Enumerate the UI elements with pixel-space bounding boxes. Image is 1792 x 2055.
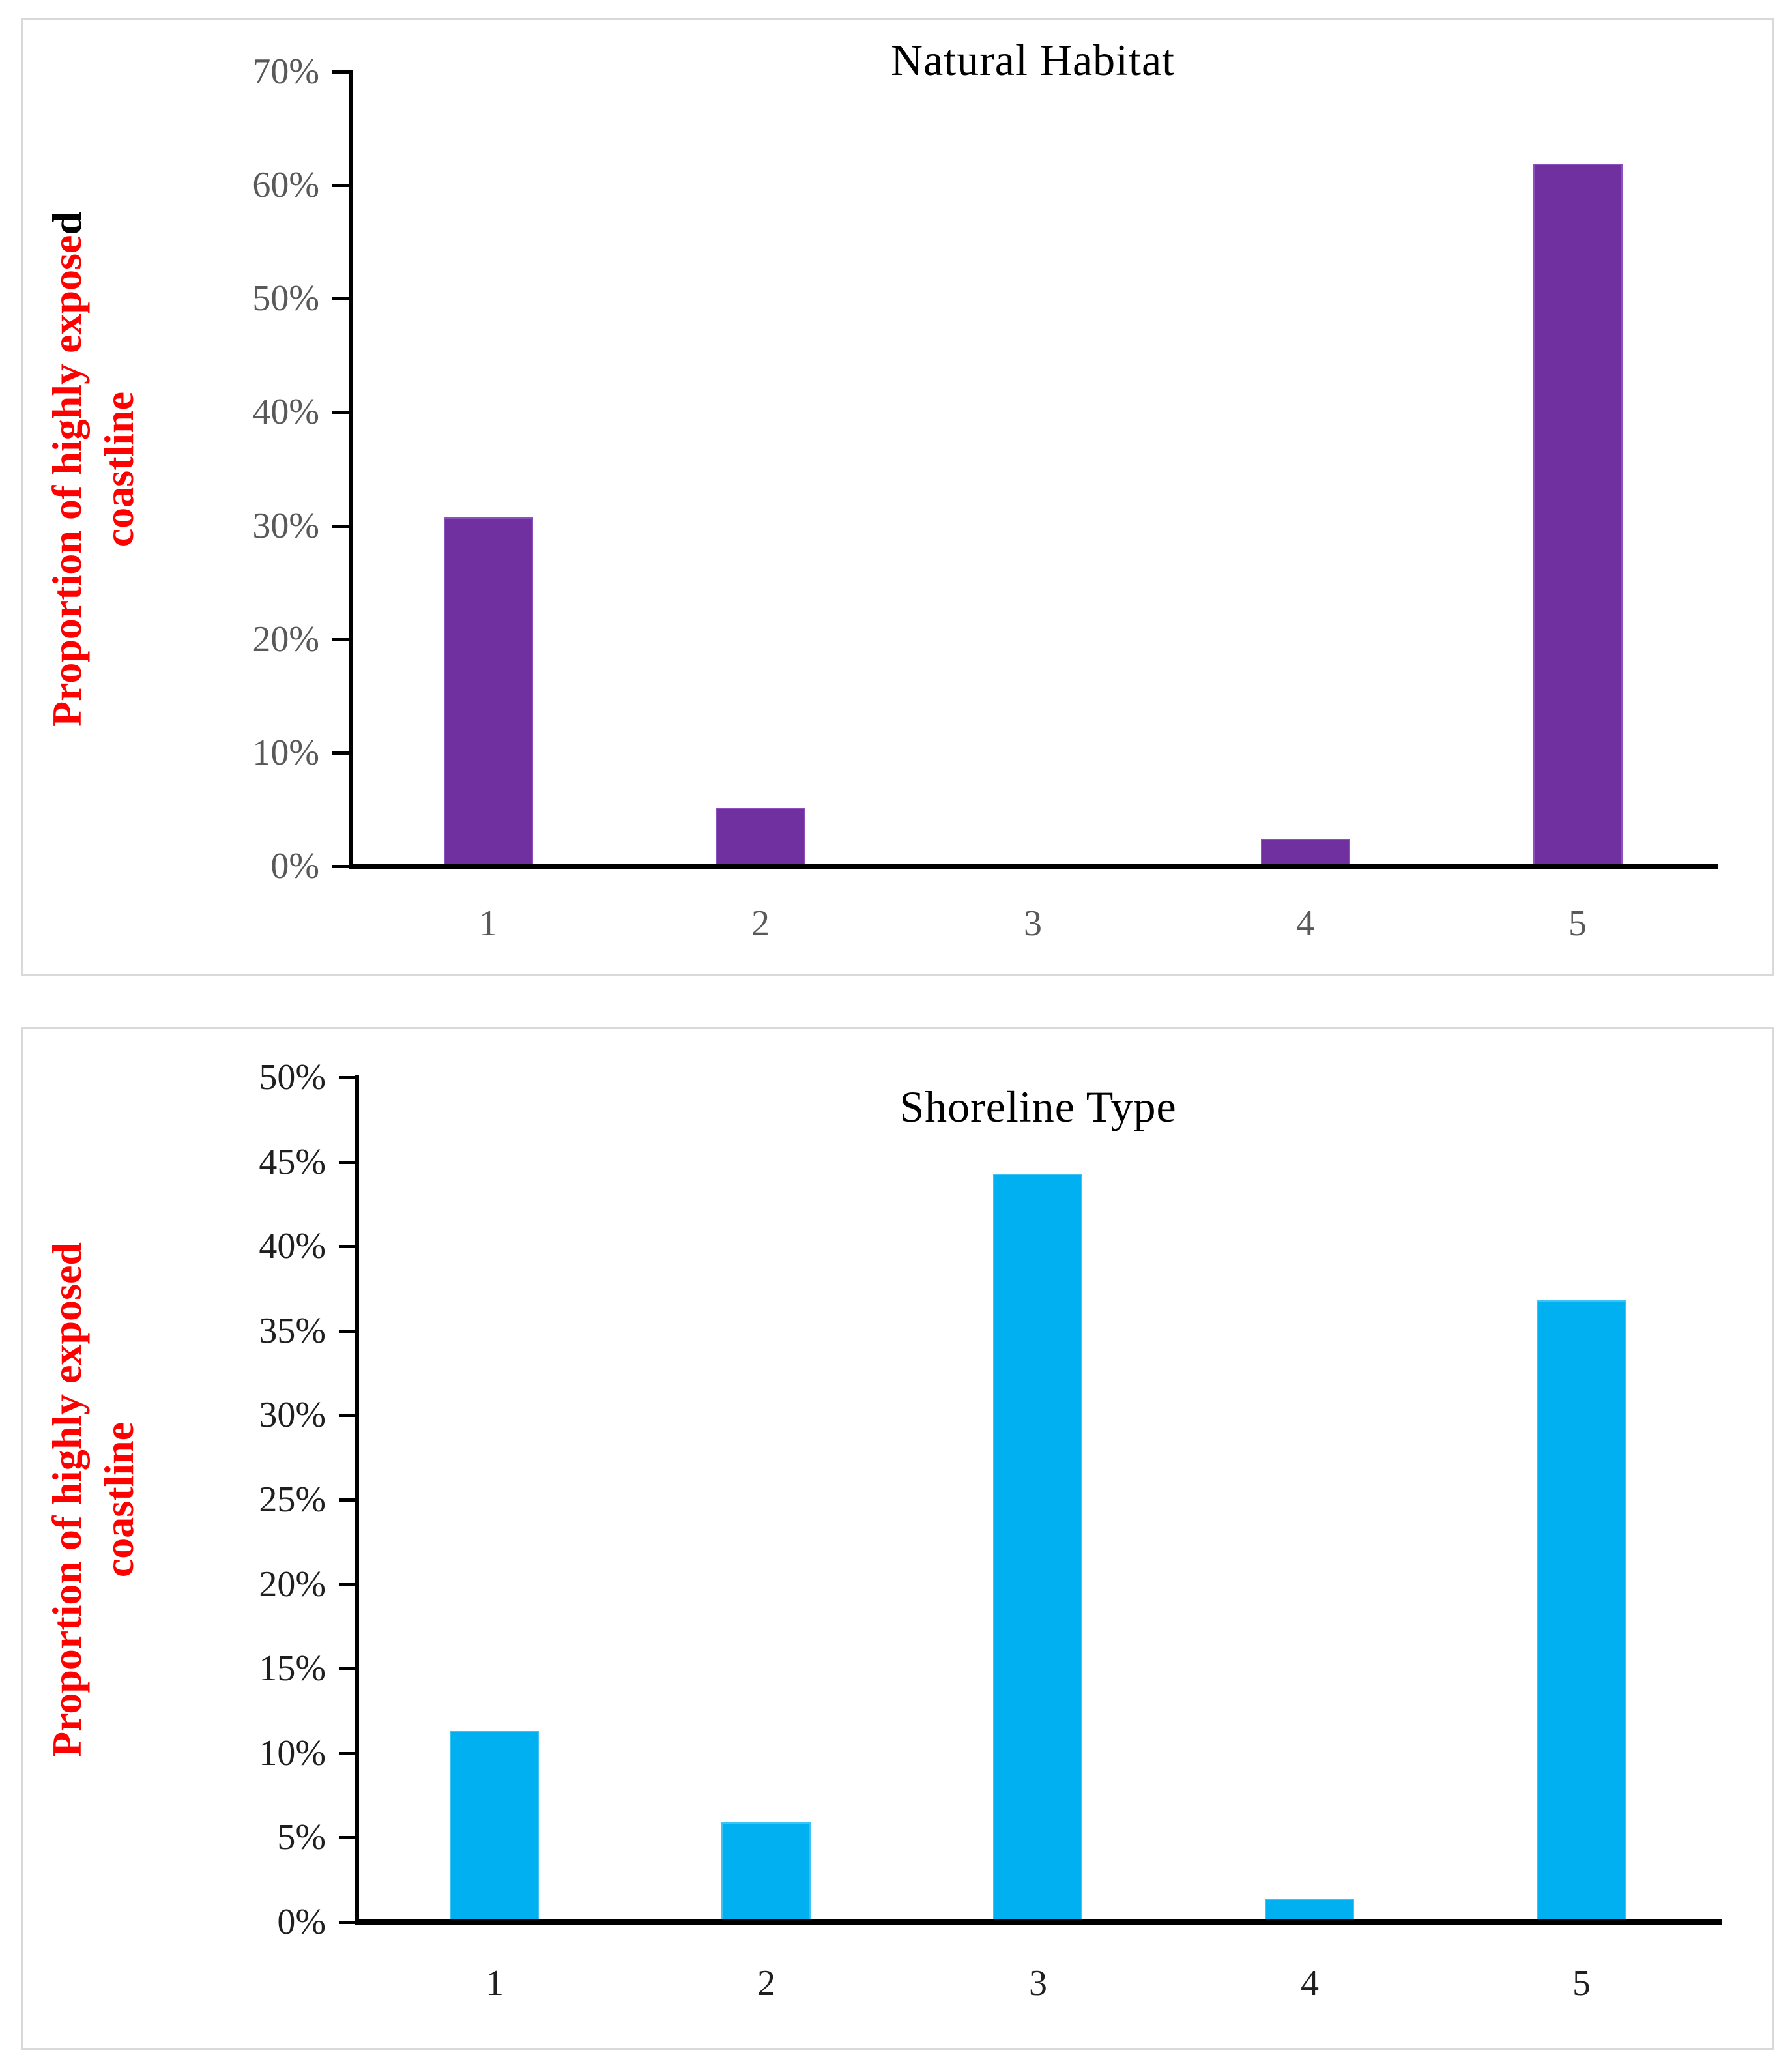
y-tick-label: 0% — [277, 1902, 326, 1942]
bar-category-1 — [450, 1731, 539, 1922]
y-tick-label: 45% — [259, 1141, 326, 1182]
y-tick-mark — [332, 524, 352, 528]
bar-category-2 — [716, 808, 805, 866]
x-tick-label: 3 — [1029, 1963, 1047, 2004]
y-axis-label-line2: coastline — [96, 391, 142, 547]
bar-category-2 — [721, 1822, 811, 1922]
y-tick-label: 25% — [259, 1479, 326, 1520]
y-tick-mark — [339, 1582, 358, 1586]
y-tick-mark — [339, 1836, 358, 1840]
bar-category-5 — [1537, 1300, 1626, 1922]
y-tick-label: 30% — [252, 505, 319, 546]
y-axis-label-line1: Proportion of highly exposed — [41, 1096, 93, 1904]
y-tick-label: 10% — [259, 1732, 326, 1773]
y-tick-mark — [339, 1160, 358, 1164]
y-tick-label: 30% — [259, 1395, 326, 1436]
y-tick-mark — [332, 865, 352, 868]
y-tick-mark — [339, 1245, 358, 1249]
bar-category-4 — [1265, 1899, 1354, 1922]
y-tick-label: 0% — [270, 846, 319, 886]
y-axis-line — [349, 70, 353, 866]
chart-title: Natural Habitat — [890, 35, 1176, 85]
y-tick-mark — [339, 1498, 358, 1502]
x-tick-label: 2 — [757, 1963, 775, 2004]
y-axis-label-red-part: Proportion of highly expose — [44, 235, 90, 727]
y-axis-line — [355, 1075, 359, 1922]
bar-category-3 — [993, 1174, 1082, 1922]
x-axis-line — [355, 1919, 1722, 1925]
y-tick-label: 10% — [252, 732, 319, 773]
chart-title: Shoreline Type — [899, 1082, 1177, 1131]
y-tick-mark — [332, 411, 352, 415]
y-tick-label: 50% — [259, 1057, 326, 1098]
y-tick-mark — [339, 1329, 358, 1333]
bar-category-4 — [1261, 839, 1350, 866]
y-tick-mark — [339, 1414, 358, 1418]
y-tick-mark — [332, 184, 352, 188]
y-axis-label-red-part: Proportion of highly exposed — [44, 1242, 90, 1757]
x-tick-label: 4 — [1296, 903, 1314, 944]
y-tick-label: 40% — [252, 392, 319, 433]
y-tick-mark — [339, 1667, 358, 1671]
y-axis-label: Proportion of highly exposed coastline — [41, 65, 145, 873]
x-tick-label: 5 — [1568, 903, 1587, 944]
bar-category-5 — [1533, 164, 1623, 866]
chart-panel-natural-habitat: Natural Habitat Proportion of highly exp… — [21, 18, 1774, 976]
x-tick-label: 5 — [1572, 1963, 1591, 2004]
y-tick-mark — [339, 1076, 358, 1079]
y-tick-label: 40% — [259, 1226, 326, 1267]
y-tick-label: 70% — [252, 51, 319, 92]
y-tick-label: 50% — [252, 278, 319, 319]
x-axis-line — [349, 864, 1718, 869]
y-axis-label-line1: Proportion of highly exposed — [41, 65, 93, 873]
y-tick-label: 20% — [252, 619, 319, 660]
bar-category-1 — [444, 517, 533, 866]
y-tick-mark — [332, 70, 352, 74]
y-tick-label: 60% — [252, 165, 319, 206]
x-tick-label: 2 — [751, 903, 770, 944]
y-tick-label: 5% — [277, 1817, 326, 1858]
y-tick-mark — [339, 1921, 358, 1924]
y-axis-label: Proportion of highly exposed coastline — [41, 1096, 145, 1904]
x-tick-label: 3 — [1024, 903, 1042, 944]
x-tick-label: 1 — [485, 1963, 504, 2004]
chart-panel-shoreline-type: Shoreline Type Proportion of highly expo… — [21, 1027, 1774, 2050]
y-tick-mark — [332, 297, 352, 301]
y-tick-label: 20% — [259, 1564, 326, 1605]
y-tick-label: 15% — [259, 1648, 326, 1689]
y-axis-label-line2: coastline — [96, 1421, 142, 1578]
y-axis-label-black-part: d — [44, 211, 90, 235]
y-tick-mark — [332, 637, 352, 641]
y-tick-mark — [339, 1751, 358, 1755]
y-tick-label: 35% — [259, 1310, 326, 1351]
x-tick-label: 1 — [479, 903, 497, 944]
y-tick-mark — [332, 751, 352, 755]
x-tick-label: 4 — [1301, 1963, 1319, 2004]
